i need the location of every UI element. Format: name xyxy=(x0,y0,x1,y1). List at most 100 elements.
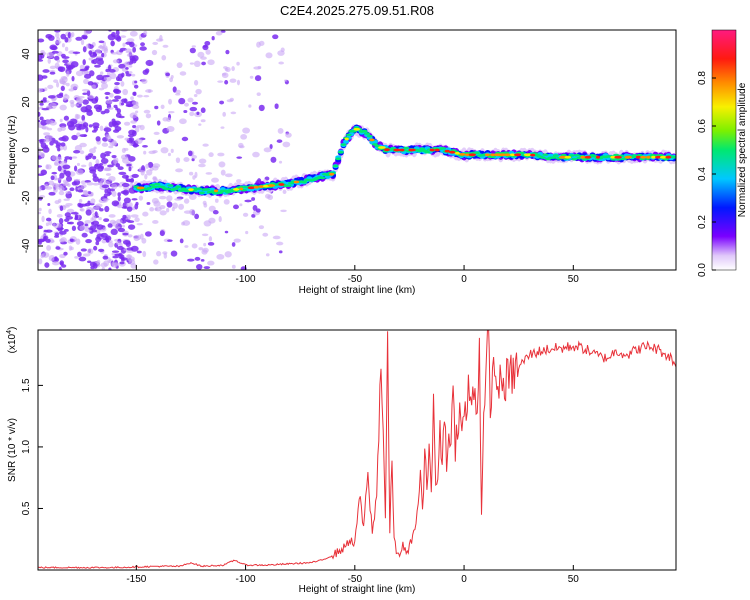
spectrogram-noise-blob xyxy=(69,156,73,160)
spectrogram-noise-blob xyxy=(208,152,214,158)
spectrogram-noise xyxy=(38,30,292,270)
spectrogram-noise-blob xyxy=(87,260,92,264)
spectrogram-noise-blob xyxy=(89,148,96,154)
spectrogram-hotspot xyxy=(624,155,633,159)
spectrogram-noise-blob xyxy=(125,67,129,70)
spectrogram-noise-blob xyxy=(69,238,74,242)
spectrogram-noise-blob xyxy=(117,195,121,202)
spectrogram-noise-blob xyxy=(59,172,65,179)
spectrogram-noise-blob xyxy=(236,79,241,86)
spectrogram-hotspot xyxy=(434,148,440,152)
spectrogram-hotspot xyxy=(509,153,516,157)
spectrogram-noise-blob xyxy=(122,42,126,47)
spectrogram-noise-blob xyxy=(55,144,61,149)
spectrogram-noise-blob xyxy=(263,147,272,153)
spectrogram-noise-blob xyxy=(230,111,237,115)
spectrogram-noise-blob xyxy=(224,80,229,85)
spectrogram-noise-blob xyxy=(60,33,67,40)
spectrogram-noise-blob xyxy=(161,55,167,61)
spectrogram-hotspot xyxy=(504,153,511,157)
spectrogram-ridge xyxy=(133,124,676,199)
spectrogram-noise-blob xyxy=(207,260,215,266)
spectrogram-noise-blob xyxy=(38,173,45,176)
spectrogram-noise-blob xyxy=(254,75,262,82)
snr-x-tick-label: -150 xyxy=(126,574,146,585)
spectrogram-noise-blob xyxy=(195,88,202,95)
spectrogram-noise-blob xyxy=(129,55,136,61)
spectrogram-ridge-segment xyxy=(177,189,184,192)
spectrogram-ridge-segment xyxy=(615,158,622,161)
spectrogram-noise-blob xyxy=(95,48,101,55)
spectrogram-noise-blob xyxy=(149,167,154,172)
spectrogram-noise-blob xyxy=(45,217,52,222)
spectrogram-x-tick-label: -100 xyxy=(236,274,256,285)
spectrogram-noise-blob xyxy=(62,164,71,170)
spectrogram-noise-blob xyxy=(146,202,151,205)
spectrogram-noise-blob xyxy=(98,248,105,253)
spectrogram-noise-blob xyxy=(52,140,59,144)
spectrogram-noise-blob xyxy=(277,128,284,134)
spectrogram-y-label: Frequency (Hz) xyxy=(7,116,18,185)
spectrogram-hotspot xyxy=(454,151,460,155)
spectrogram-noise-blob xyxy=(114,95,122,100)
snr-x-tick-label: -100 xyxy=(236,574,256,585)
spectrogram-noise-blob xyxy=(136,222,143,226)
spectrogram-noise-blob xyxy=(205,172,213,175)
spectrogram-noise-blob xyxy=(52,223,56,227)
spectrogram-noise-blob xyxy=(258,104,265,112)
spectrogram-noise-blob xyxy=(111,200,120,207)
spectrogram-noise-blob xyxy=(139,233,144,240)
spectrogram-noise-blob xyxy=(67,31,71,39)
spectrogram-noise-blob xyxy=(192,101,199,105)
spectrogram-noise-blob xyxy=(95,136,101,142)
spectrogram-noise-blob xyxy=(134,80,138,84)
spectrogram-noise-blob xyxy=(58,198,62,203)
spectrogram-noise-blob xyxy=(201,233,209,237)
spectrogram-noise-blob xyxy=(276,139,283,143)
spectrogram-noise-blob xyxy=(59,78,64,83)
spectrogram-noise-blob xyxy=(63,115,70,121)
spectrogram-noise-blob xyxy=(113,129,120,133)
spectrogram-noise-blob xyxy=(91,59,95,64)
spectrogram-noise-blob xyxy=(220,126,225,129)
spectrogram-noise-blob xyxy=(144,231,152,237)
spectrogram-noise-blob xyxy=(130,120,137,124)
spectrogram-noise-blob xyxy=(38,258,43,265)
spectrogram-noise-blob xyxy=(62,59,69,64)
spectrogram-noise-blob xyxy=(208,236,213,242)
spectrogram-noise-blob xyxy=(112,255,119,259)
spectrogram-noise-blob xyxy=(108,64,112,71)
spectrogram-noise-blob xyxy=(166,126,175,133)
spectrogram-noise-blob xyxy=(129,143,133,146)
spectrogram-noise-blob xyxy=(82,189,89,196)
spectrogram-noise-blob xyxy=(202,247,209,253)
spectrogram-noise-blob xyxy=(196,263,203,270)
spectrogram-noise-blob xyxy=(80,248,87,252)
spectrogram-noise-blob xyxy=(152,163,161,168)
spectrogram-noise-blob xyxy=(49,44,57,51)
spectrogram-noise-blob xyxy=(60,261,64,265)
spectrogram-noise-blob xyxy=(104,91,111,96)
spectrogram-noise-blob xyxy=(117,192,121,197)
spectrogram-ridge-segment xyxy=(550,156,557,159)
spectrogram-noise-blob xyxy=(189,208,196,216)
spectrogram-noise-blob xyxy=(71,31,75,38)
spectrogram-hotspot xyxy=(253,185,259,189)
spectrogram-noise-blob xyxy=(116,241,122,246)
spectrogram-noise-blob xyxy=(126,201,133,208)
spectrogram-noise-blob xyxy=(121,182,130,188)
spectrogram-noise-blob xyxy=(56,214,63,218)
spectrogram-noise-blob xyxy=(245,230,249,235)
spectrogram-y-tick-label: 0 xyxy=(21,147,32,153)
spectrogram-noise-blob xyxy=(284,79,288,82)
spectrogram-hotspot xyxy=(369,138,375,142)
spectrogram-noise-blob xyxy=(90,224,97,231)
spectrogram-noise-blob xyxy=(133,84,139,89)
spectrogram-noise-blob xyxy=(93,64,101,68)
spectrogram-hotspot xyxy=(232,188,240,191)
spectrogram-noise-blob xyxy=(83,71,90,74)
spectrogram-noise-blob xyxy=(119,261,125,265)
spectrogram-noise-blob xyxy=(112,59,120,64)
spectrogram-noise-blob xyxy=(61,56,70,59)
spectrogram-hotspot xyxy=(188,188,194,192)
